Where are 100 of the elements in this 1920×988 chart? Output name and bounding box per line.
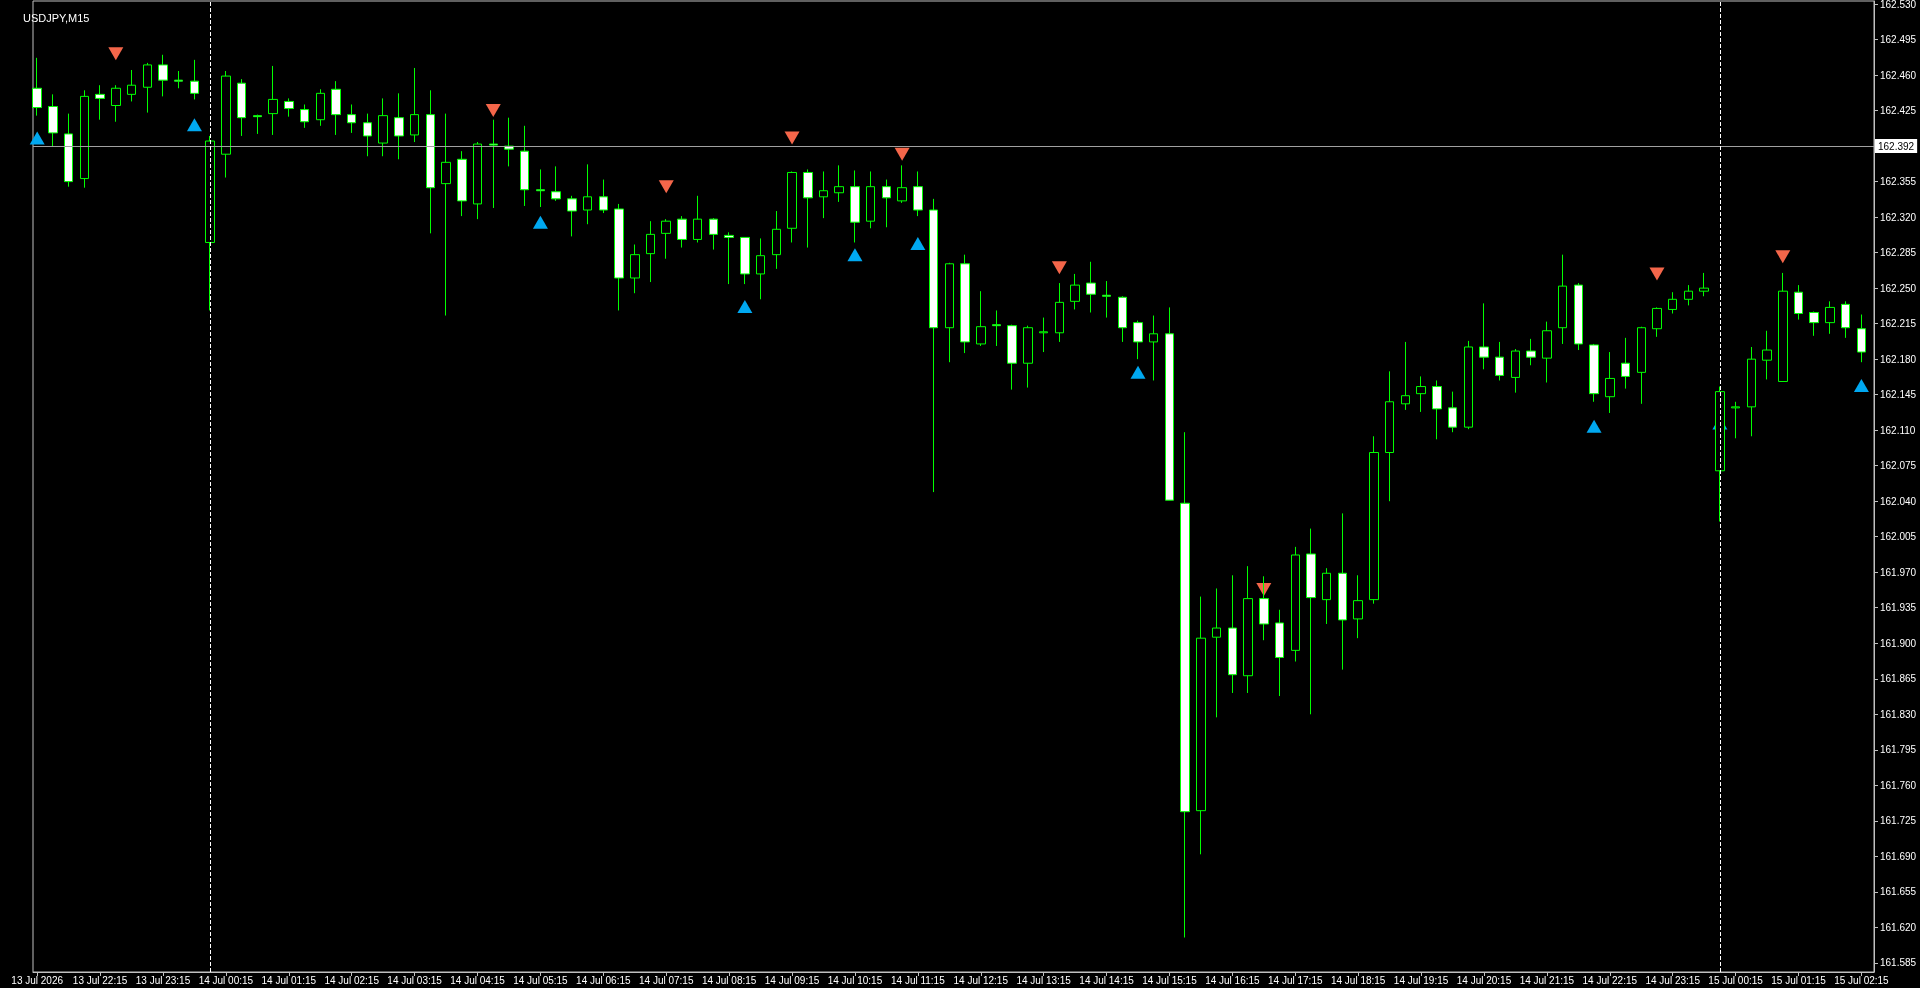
candlestick — [441, 113, 451, 317]
y-tick-label: 162.215 — [1880, 318, 1917, 330]
candlestick — [1228, 574, 1237, 694]
candlestick — [127, 69, 136, 102]
candlestick — [1070, 273, 1080, 310]
candlestick — [787, 170, 797, 243]
candlestick — [48, 93, 58, 147]
candlestick — [834, 164, 844, 203]
x-tick-label: 14 Jul 00:15 — [198, 974, 254, 986]
x-tick-label: 14 Jul 20:15 — [1456, 974, 1512, 986]
x-tick-label: 14 Jul 23:15 — [1645, 974, 1701, 986]
point — [1775, 250, 1791, 264]
candlestick — [1825, 300, 1835, 335]
y-tick-label: 161.585 — [1880, 957, 1917, 969]
candlestick — [205, 135, 215, 311]
candlestick — [976, 290, 986, 347]
candlestick — [599, 179, 608, 214]
x-tick-label: 14 Jul 04:15 — [450, 974, 506, 986]
point — [784, 131, 800, 145]
candlestick — [32, 57, 42, 117]
x-tick-label: 14 Jul 07:15 — [638, 974, 694, 986]
candlestick — [850, 169, 860, 243]
candlestick — [913, 170, 923, 217]
candlestick — [1684, 284, 1693, 306]
y-tick-label: 161.760 — [1880, 779, 1917, 791]
x-tick-label: 14 Jul 17:15 — [1268, 974, 1323, 986]
point — [894, 147, 910, 161]
candlestick — [992, 309, 1001, 347]
y-tick-label: 162.355 — [1880, 176, 1917, 188]
x-tick-label: 14 Jul 12:15 — [953, 974, 1009, 986]
candlestick — [1306, 528, 1316, 715]
candlestick — [1841, 300, 1850, 339]
y-tick-label: 162.285 — [1880, 247, 1917, 259]
y-tick-label: 162.005 — [1880, 531, 1917, 543]
candlestick — [174, 70, 183, 89]
y-tick-label: 161.935 — [1880, 602, 1917, 614]
candlestick — [158, 54, 168, 97]
candlestick — [1275, 609, 1284, 697]
candlestick — [504, 117, 514, 167]
candlestick — [426, 89, 435, 234]
candlestick — [1385, 370, 1394, 502]
candlestick — [819, 170, 828, 219]
candlestick — [1448, 391, 1457, 433]
candlestick — [1495, 341, 1504, 381]
candlestick — [1243, 565, 1253, 694]
candlestick — [677, 215, 687, 249]
candlestick — [221, 70, 231, 179]
candlestick — [630, 244, 640, 294]
candlestick — [316, 88, 325, 127]
candlestick — [457, 150, 467, 217]
candlestick — [1353, 574, 1363, 639]
candlestick — [284, 97, 294, 118]
x-tick-label: 13 Jul 23:15 — [135, 974, 191, 986]
candlestick — [347, 103, 356, 134]
x-tick-label: 14 Jul 06:15 — [576, 974, 632, 986]
candlestick — [1055, 282, 1064, 343]
x-tick-label: 14 Jul 18:15 — [1330, 974, 1386, 986]
candlestick — [268, 65, 278, 136]
candlestick — [1291, 546, 1300, 663]
candlestick — [64, 113, 73, 188]
candlestick — [1637, 326, 1646, 405]
candlestick — [1416, 375, 1426, 413]
candlestick — [1212, 587, 1221, 718]
candlestick — [1165, 306, 1174, 501]
x-tick-label: 14 Jul 14:15 — [1079, 974, 1135, 986]
candlestick — [693, 195, 702, 243]
candlestick — [1479, 302, 1489, 370]
candlestick — [1762, 330, 1772, 380]
candlestick — [473, 141, 482, 220]
x-tick-label: 15 Jul 00:15 — [1708, 974, 1764, 986]
candlestick — [1401, 341, 1410, 411]
y-tick-label: 161.865 — [1880, 673, 1917, 685]
point — [186, 118, 202, 132]
x-tick-label: 13 Jul 2026 — [11, 974, 64, 986]
candlestick — [740, 236, 750, 285]
candlestick — [551, 165, 561, 202]
candlestick — [1778, 272, 1788, 382]
candlestick — [661, 218, 671, 260]
candlestick — [897, 164, 907, 204]
candlestick — [614, 203, 624, 311]
candlestick — [1007, 324, 1017, 391]
candlestick — [253, 114, 262, 135]
candlestick — [1652, 306, 1662, 338]
candlestick — [1432, 379, 1442, 440]
candlestick — [772, 210, 781, 270]
candlestick — [1464, 340, 1473, 430]
candlestick — [646, 220, 655, 283]
candlestick — [1668, 291, 1677, 315]
candlestick — [410, 67, 419, 143]
x-tick-label: 13 Jul 22:15 — [72, 974, 128, 986]
candlestick — [143, 62, 152, 114]
y-tick-label: 162.460 — [1880, 69, 1917, 81]
candlestick — [1809, 310, 1819, 337]
candlestick — [1731, 401, 1740, 439]
candlestick — [1196, 596, 1206, 855]
candlestick — [1133, 320, 1143, 360]
candlestick — [1180, 431, 1190, 938]
y-tick-label: 162.320 — [1880, 211, 1917, 223]
candlestick — [95, 84, 105, 121]
text: USDJPY,M15 — [23, 11, 90, 24]
